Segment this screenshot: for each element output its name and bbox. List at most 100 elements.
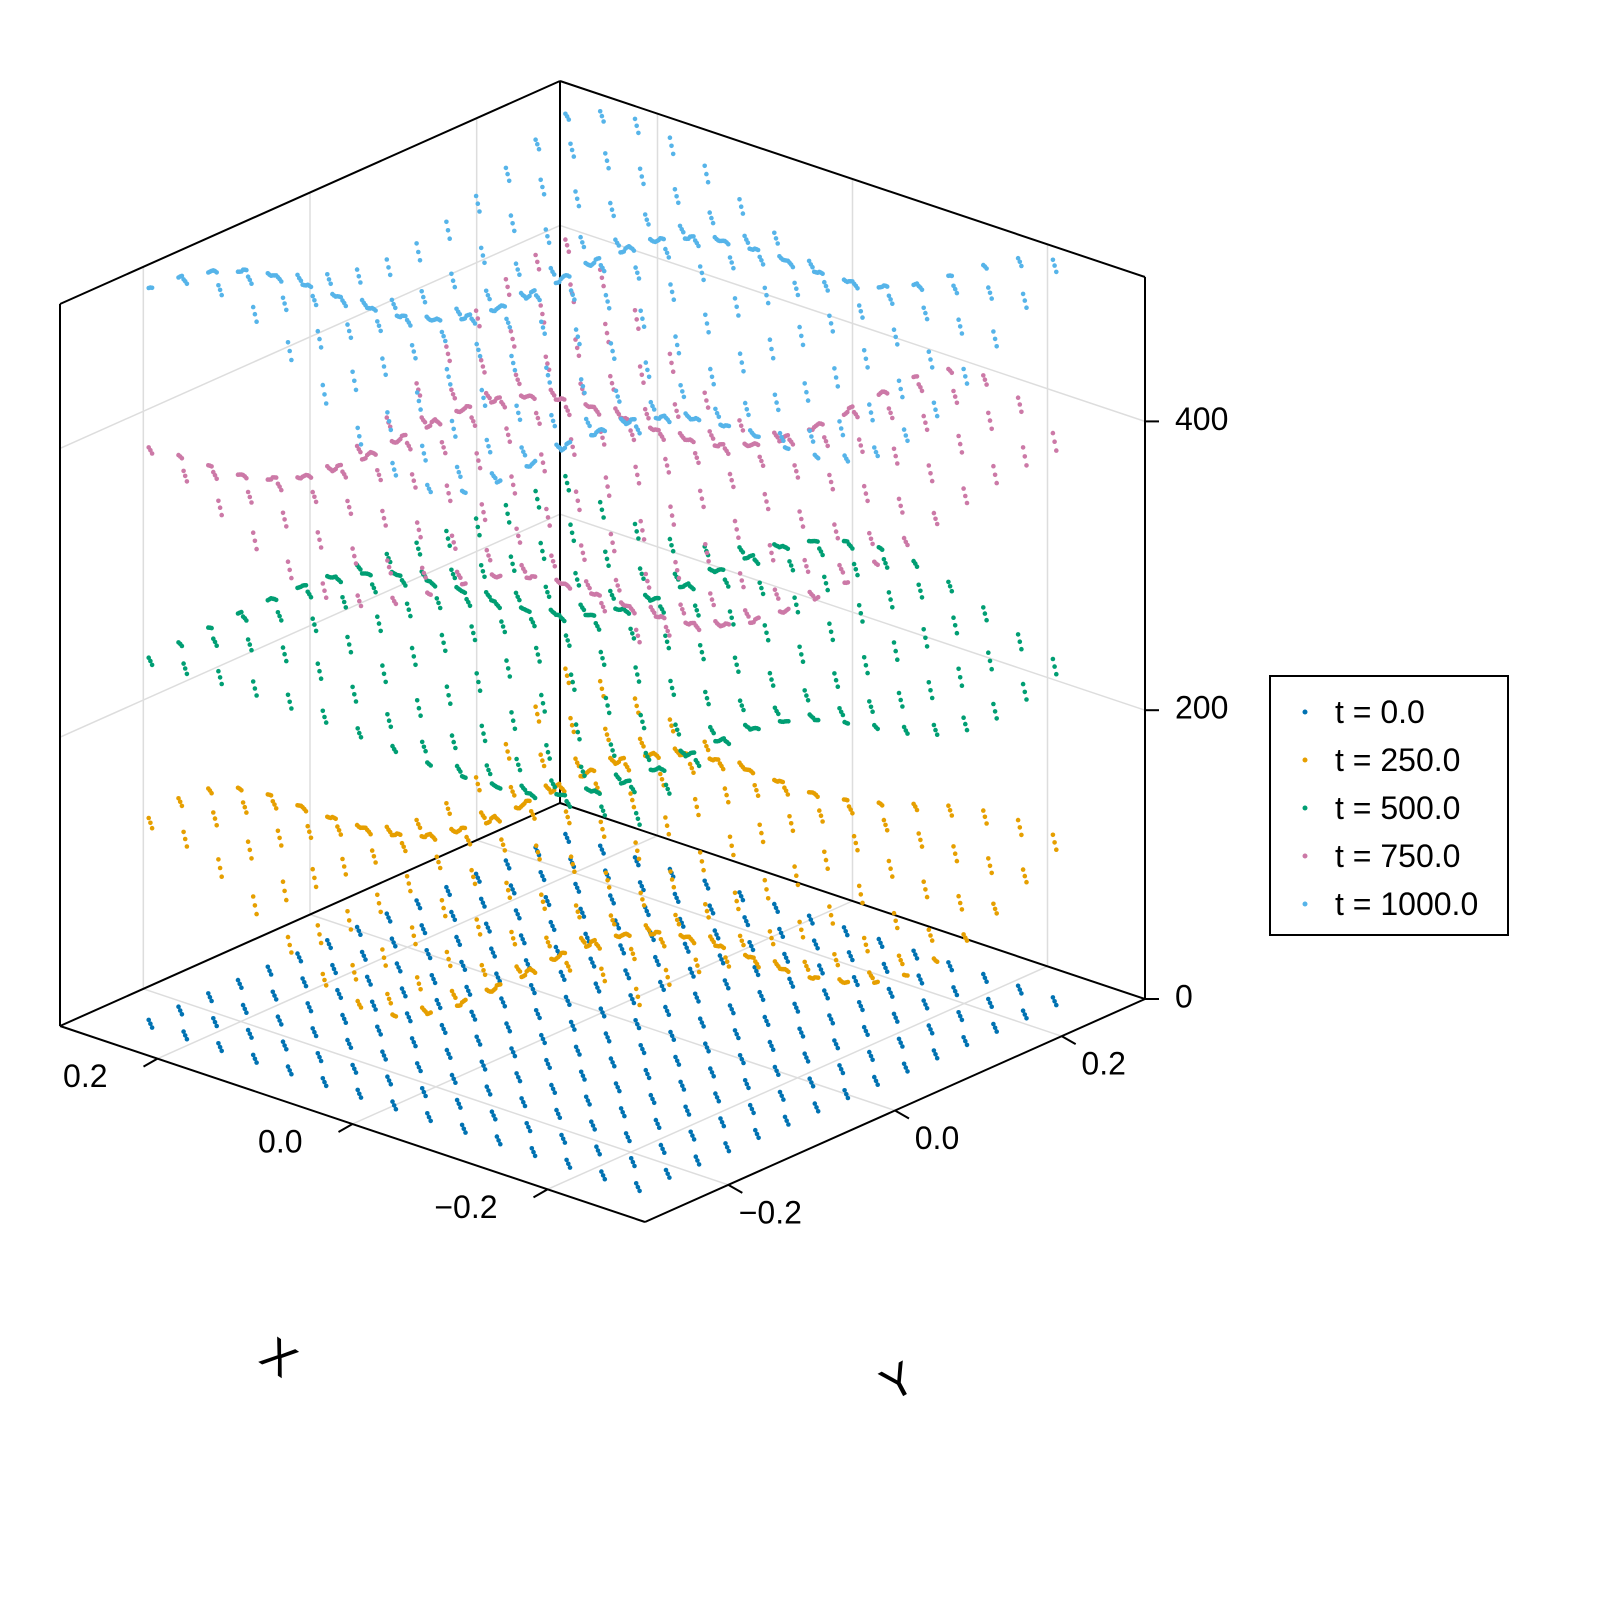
data-point	[641, 576, 646, 581]
data-point	[646, 912, 651, 918]
data-point	[701, 1024, 706, 1029]
data-point	[600, 435, 605, 441]
data-point	[838, 566, 844, 572]
data-point	[623, 762, 628, 767]
data-point	[254, 546, 259, 552]
data-point	[578, 377, 584, 382]
data-point	[795, 475, 801, 480]
data-point	[842, 580, 847, 585]
data-point	[964, 1042, 970, 1048]
data-point	[647, 425, 653, 431]
data-point	[240, 1002, 246, 1008]
data-point	[493, 1117, 498, 1122]
data-point	[817, 963, 822, 968]
data-point	[563, 809, 569, 814]
data-point	[691, 974, 696, 979]
legend-entry: t = 0.0	[1302, 694, 1425, 730]
y-tick-label: 0.0	[915, 1120, 959, 1156]
data-point	[524, 1121, 529, 1126]
data-point	[532, 623, 537, 629]
data-point	[901, 1061, 907, 1067]
data-point	[531, 1149, 536, 1155]
data-point	[240, 614, 246, 619]
data-point	[545, 372, 551, 378]
data-point	[729, 843, 734, 849]
data-point	[310, 616, 316, 621]
data-point	[663, 967, 669, 973]
data-point	[903, 433, 909, 438]
data-point	[792, 463, 797, 468]
data-point	[404, 601, 410, 607]
data-point	[386, 564, 392, 570]
data-point	[667, 1175, 672, 1180]
data-point	[1020, 681, 1026, 687]
data-point	[828, 1017, 834, 1022]
data-point	[724, 1145, 730, 1150]
data-point	[890, 415, 895, 421]
data-point	[455, 938, 461, 944]
data-point	[947, 808, 953, 813]
legend-marker	[1302, 901, 1308, 907]
data-point	[235, 269, 241, 275]
data-point	[386, 1078, 392, 1083]
data-point	[739, 578, 745, 583]
x-tick	[143, 1057, 158, 1068]
data-point	[482, 403, 488, 409]
data-point	[555, 1111, 561, 1117]
data-point	[519, 974, 524, 980]
data-point	[568, 854, 574, 859]
data-point	[822, 988, 827, 993]
data-point	[553, 944, 559, 950]
data-point	[219, 292, 224, 298]
data-point	[637, 1002, 642, 1008]
data-point	[777, 609, 783, 614]
data-point	[633, 265, 638, 270]
data-point	[681, 924, 686, 929]
data-point	[449, 733, 455, 738]
data-point	[713, 943, 718, 948]
data-point	[666, 255, 672, 260]
data-point	[507, 895, 513, 900]
data-point	[669, 360, 674, 366]
data-point	[827, 1013, 832, 1018]
data-point	[335, 824, 340, 829]
data-point	[578, 906, 583, 912]
data-point	[564, 441, 569, 447]
data-point	[478, 563, 484, 568]
data-point	[472, 1017, 478, 1022]
data-point	[713, 1091, 718, 1096]
data-point	[776, 407, 781, 413]
data-point	[555, 948, 560, 954]
data-point	[893, 453, 898, 459]
data-point	[453, 434, 458, 439]
data-point	[512, 228, 517, 234]
data-point	[272, 993, 277, 998]
data-point	[558, 785, 564, 790]
data-point	[533, 704, 538, 709]
data-point	[265, 792, 271, 797]
data-point	[610, 1060, 615, 1065]
data-point	[542, 709, 547, 714]
data-point	[477, 323, 482, 329]
data-point	[795, 882, 801, 888]
data-point	[891, 446, 897, 452]
data-point	[694, 608, 700, 613]
data-point	[547, 380, 552, 385]
data-point	[782, 785, 787, 790]
data-point	[473, 308, 479, 314]
data-point	[1054, 671, 1059, 677]
data-point	[890, 301, 895, 307]
data-point	[422, 299, 428, 305]
data-point	[911, 282, 916, 288]
data-point	[328, 281, 334, 287]
data-point	[738, 423, 744, 429]
data-point	[217, 1044, 223, 1050]
data-point	[696, 460, 701, 466]
data-point	[482, 738, 488, 744]
data-point	[734, 527, 739, 532]
data-point	[641, 725, 647, 731]
data-point	[574, 760, 580, 765]
data-point	[663, 815, 668, 820]
data-point	[799, 333, 804, 339]
data-point	[633, 840, 638, 845]
